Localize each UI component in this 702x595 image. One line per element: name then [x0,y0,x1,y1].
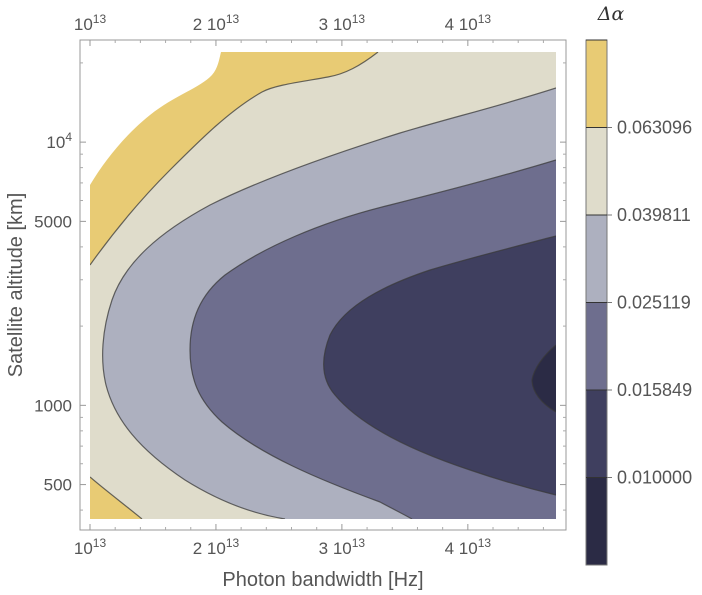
y-tick-label: 104 [46,130,72,152]
colorbar-band [586,477,607,565]
x-tick-label-top: 3 1013 [319,12,366,34]
plot-frame [79,39,567,531]
x-tick-label-bottom: 1013 [74,536,107,558]
colorbar-band [586,215,607,303]
x-tick-label-top: 2 1013 [193,12,240,34]
region-band-0 [532,345,556,412]
colorbar-band [586,40,607,128]
y-axis-ticks: 500 1000 5000 104 [34,62,566,511]
x-tick-label-bottom: 2 1013 [193,536,240,558]
region-band-1 [323,236,556,495]
colorbar-label: 0.063096 [617,118,692,138]
contour-line-0-039811 [102,87,556,519]
contour-line-0-010000 [531,344,556,413]
colorbar-band [586,302,607,390]
colorbar-band [586,127,607,215]
contour-regions [90,52,556,519]
colorbar-title: Δα [597,3,625,25]
colorbar-label: 0.010000 [617,468,692,488]
contour-line-0-015849 [323,235,556,496]
x-tick-label-bottom: 3 1013 [319,536,366,558]
colorbar-label: 0.025119 [617,293,691,313]
y-tick-label: 5000 [34,212,72,231]
y-tick-label: 500 [44,476,72,495]
colorbar: 0.010000 0.015849 0.025119 0.039811 0.063096 [585,39,692,566]
contour-line-0-025119 [189,159,556,519]
x-axis-label: Photon bandwidth [Hz] [222,569,423,591]
colorbar-label: 0.039811 [617,205,691,225]
x-tick-label-top: 4 1013 [445,12,492,34]
x-tick-label-bottom: 4 1013 [445,536,492,558]
region-blank-top-left [90,52,221,185]
contour-lines [90,52,556,519]
y-axis-label: Satellite altitude [km] [5,193,27,378]
region-band-5-bottom [90,477,142,519]
x-tick-label-top: 1013 [74,12,107,34]
contour-line-0-063096-bottom [90,476,143,519]
colorbar-band [586,390,607,478]
y-tick-label: 1000 [34,396,72,415]
x-axis-ticks: 1013 1013 2 1013 2 1013 3 1013 3 1013 4 1013 4 … [74,12,544,558]
colorbar-label: 0.015849 [617,380,692,400]
contour-line-0-063096-top [90,52,379,266]
